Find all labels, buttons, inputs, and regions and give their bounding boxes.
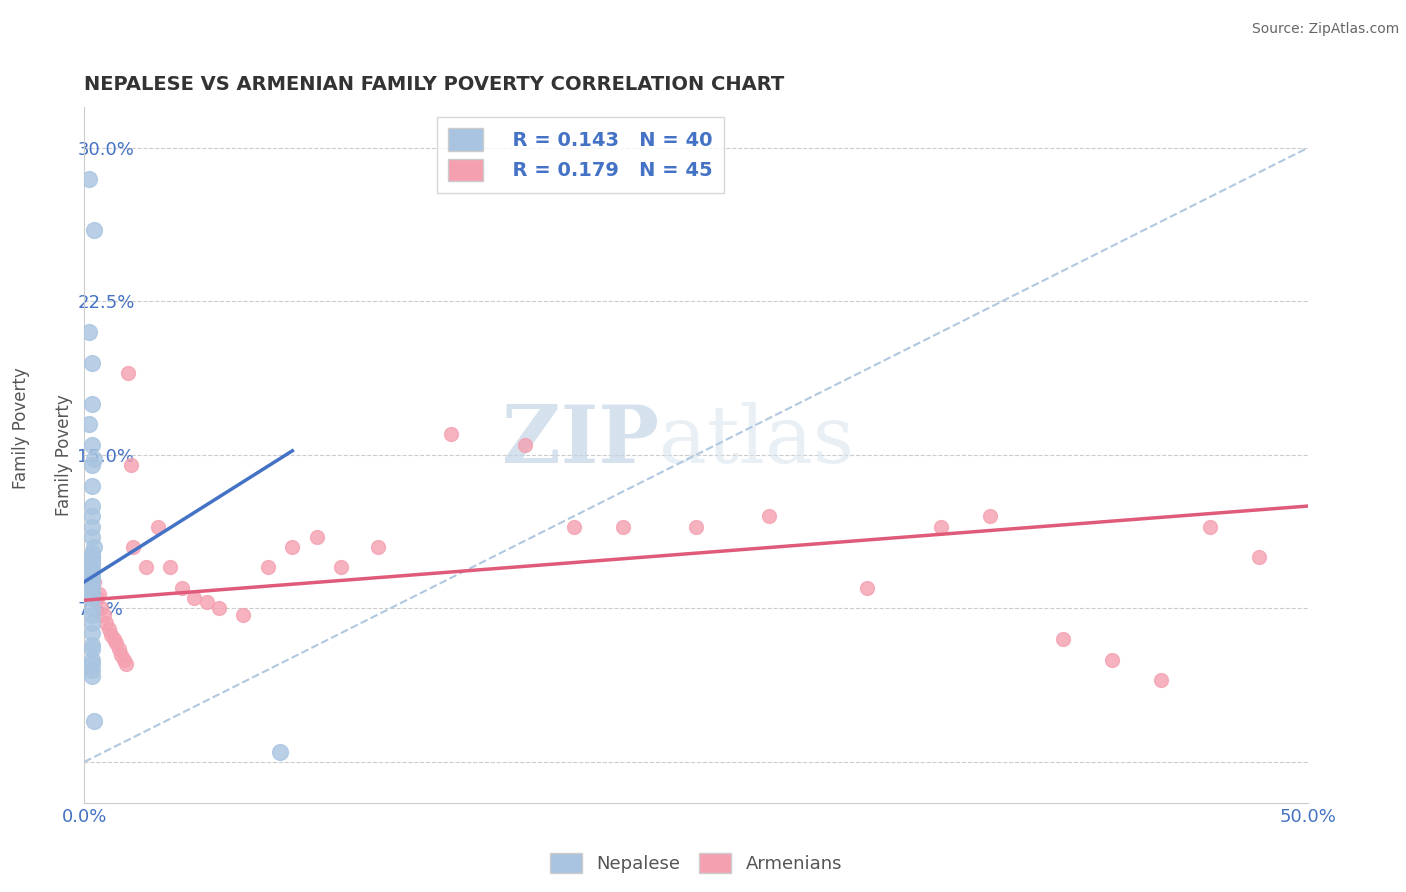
Point: [80, 669, 103, 683]
Point: [90, 601, 112, 615]
Point: [80, 554, 103, 568]
Point: [80, 509, 103, 524]
Point: [77, 417, 100, 432]
Point: [80, 565, 103, 579]
Point: [80, 356, 103, 370]
Point: [80, 478, 103, 492]
Point: [80, 587, 103, 601]
Point: [80, 571, 103, 585]
Point: [159, 560, 181, 574]
Text: ZIP: ZIP: [502, 402, 659, 480]
Point: [1247, 550, 1270, 565]
Point: [208, 601, 231, 615]
Point: [80, 560, 103, 574]
Point: [80, 657, 103, 671]
Point: [269, 745, 291, 759]
Point: [110, 648, 132, 663]
Point: [612, 519, 634, 533]
Point: [330, 560, 353, 574]
Point: [86, 591, 108, 606]
Point: [100, 628, 122, 642]
Y-axis label: Family Poverty: Family Poverty: [55, 394, 73, 516]
Point: [146, 519, 169, 533]
Point: [183, 591, 205, 606]
Point: [83, 452, 105, 467]
Point: [83, 714, 105, 728]
Point: [122, 540, 145, 554]
Point: [80, 615, 103, 630]
Point: [80, 397, 103, 411]
Point: [232, 607, 254, 622]
Point: [112, 652, 135, 666]
Text: NEPALESE VS ARMENIAN FAMILY POVERTY CORRELATION CHART: NEPALESE VS ARMENIAN FAMILY POVERTY CORR…: [84, 75, 785, 95]
Point: [80, 601, 103, 615]
Point: [80, 550, 103, 565]
Point: [77, 325, 100, 339]
Point: [440, 427, 463, 442]
Point: [80, 626, 103, 640]
Point: [107, 642, 129, 657]
Point: [1101, 652, 1123, 666]
Point: [117, 366, 139, 380]
Point: [195, 595, 218, 609]
Point: [80, 530, 103, 544]
Point: [257, 560, 280, 574]
Point: [80, 652, 103, 666]
Point: [1198, 519, 1220, 533]
Point: [80, 581, 103, 595]
Point: [80, 571, 103, 585]
Point: [83, 574, 105, 589]
Point: [758, 509, 780, 524]
Point: [80, 607, 103, 622]
Text: Family Poverty: Family Poverty: [13, 368, 30, 489]
Legend: Nepalese, Armenians: Nepalese, Armenians: [538, 842, 853, 884]
Point: [80, 458, 103, 472]
Point: [562, 519, 585, 533]
Point: [1052, 632, 1074, 646]
Point: [1150, 673, 1173, 687]
Point: [80, 566, 103, 581]
Point: [80, 550, 103, 565]
Point: [305, 530, 328, 544]
Point: [281, 540, 304, 554]
Point: [83, 540, 105, 554]
Point: [856, 581, 879, 595]
Point: [105, 636, 128, 650]
Point: [80, 642, 103, 657]
Point: [979, 509, 1001, 524]
Point: [80, 546, 103, 560]
Point: [87, 587, 110, 601]
Point: [97, 622, 120, 636]
Point: [103, 632, 125, 646]
Text: atlas: atlas: [659, 402, 855, 480]
Point: [80, 438, 103, 452]
Point: [80, 663, 103, 677]
Point: [367, 540, 389, 554]
Point: [115, 657, 138, 671]
Point: [135, 560, 157, 574]
Point: [77, 171, 100, 186]
Point: [96, 615, 118, 630]
Point: [513, 438, 536, 452]
Point: [172, 581, 194, 595]
Point: [93, 607, 115, 622]
Point: [929, 519, 952, 533]
Point: [80, 499, 103, 513]
Point: [80, 638, 103, 652]
Point: [120, 458, 142, 472]
Text: Source: ZipAtlas.com: Source: ZipAtlas.com: [1251, 22, 1399, 37]
Point: [685, 519, 707, 533]
Point: [80, 574, 103, 589]
Point: [80, 519, 103, 533]
Point: [80, 557, 103, 571]
Point: [80, 591, 103, 606]
Point: [83, 223, 105, 237]
